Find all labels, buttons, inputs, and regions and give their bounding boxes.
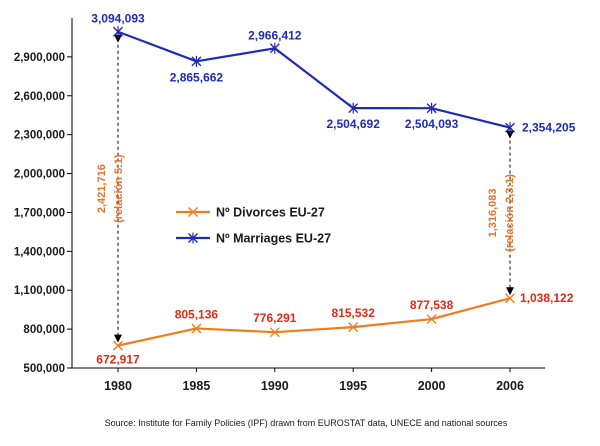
marriages-point xyxy=(113,26,123,38)
marriages-point xyxy=(505,122,515,134)
x-tick-label: 1985 xyxy=(182,379,210,393)
divorces-point xyxy=(505,293,515,304)
divorces-data-label: 805,136 xyxy=(175,307,219,321)
data-labels: 3,094,093 2,865,662 2,966,412 2,504,692 2,50… xyxy=(91,12,575,367)
marker-stroke xyxy=(269,327,280,338)
marriages-data-label: 3,094,093 xyxy=(91,12,145,26)
marriages-data-label: 2,504,692 xyxy=(327,117,381,131)
x-tick-label: 1980 xyxy=(104,379,132,393)
y-tick-label: 2,300,000 xyxy=(14,130,65,142)
legend-divorces: Nº Divorces EU-27 xyxy=(176,206,325,220)
y-tick-label: 500,000 xyxy=(23,363,65,375)
gap-ratio-label: (relación 2,3:1) xyxy=(504,174,516,252)
marriages-line xyxy=(117,30,511,129)
gap-ratio-label: (relación 5:1) xyxy=(113,154,125,223)
legend-label: Nº Marriages EU-27 xyxy=(216,232,331,246)
marker-stroke xyxy=(505,293,515,304)
axes: 500,000 800,000 1,100,000 1,400,000 1,700,00… xyxy=(14,18,545,393)
y-tick-label: 1,100,000 xyxy=(14,285,65,297)
x-tick-label: 1995 xyxy=(339,379,367,393)
divorces-data-label: 815,532 xyxy=(332,306,376,320)
legend-marriages: Nº Marriages EU-27 xyxy=(176,232,331,246)
marriages-data-label: 2,354,205 xyxy=(522,121,576,135)
x-tick-label: 1990 xyxy=(261,379,289,393)
x-tick-label: 2006 xyxy=(496,379,524,393)
divorces-point xyxy=(191,323,202,334)
marriages-data-label: 2,966,412 xyxy=(248,28,302,42)
gap-annotations: 2,421,716 (relación 5:1) 1,316,083 (relació… xyxy=(96,34,516,343)
marriages-data-label: 2,865,662 xyxy=(170,70,224,84)
divorces-line xyxy=(117,297,511,347)
marriages-data-label: 2,504,093 xyxy=(405,117,459,131)
y-tick-label: 2,000,000 xyxy=(14,169,65,181)
x-tick-label: 2000 xyxy=(418,379,446,393)
divorces-data-label: 1,038,122 xyxy=(520,291,574,305)
divorces-data-label: 776,291 xyxy=(253,311,297,325)
marker-stroke xyxy=(191,323,202,334)
y-tick-label: 2,900,000 xyxy=(14,52,65,64)
legend-marker xyxy=(188,207,198,217)
marriages-point xyxy=(426,102,437,114)
marker-stroke xyxy=(113,340,123,351)
legend-label: Nº Divorces EU-27 xyxy=(216,206,325,220)
divorces-data-label: 877,538 xyxy=(410,298,454,312)
series-lines xyxy=(113,26,515,351)
marker-stroke xyxy=(426,314,437,325)
marriages-point xyxy=(348,102,359,114)
gap-value-label: 1,316,083 xyxy=(487,188,499,237)
divorces-point xyxy=(426,314,437,325)
divorces-data-label: 672,917 xyxy=(96,353,140,367)
marriages-point xyxy=(191,55,202,67)
y-tick-label: 800,000 xyxy=(23,324,65,336)
gap-value-label: 2,421,716 xyxy=(96,164,108,213)
marker-stroke xyxy=(348,322,359,333)
y-tick-label: 1,400,000 xyxy=(14,246,65,258)
divorces-point xyxy=(113,340,123,351)
y-tick-label: 2,600,000 xyxy=(14,91,65,103)
marriages-point xyxy=(269,42,280,54)
legend: Nº Divorces EU-27 Nº Marriages EU-27 xyxy=(176,206,331,246)
source-note: Source: Institute for Family Policies (I… xyxy=(105,418,508,428)
divorces-point xyxy=(269,327,280,338)
divorces-point xyxy=(348,322,359,333)
y-tick-label: 1,700,000 xyxy=(14,207,65,219)
